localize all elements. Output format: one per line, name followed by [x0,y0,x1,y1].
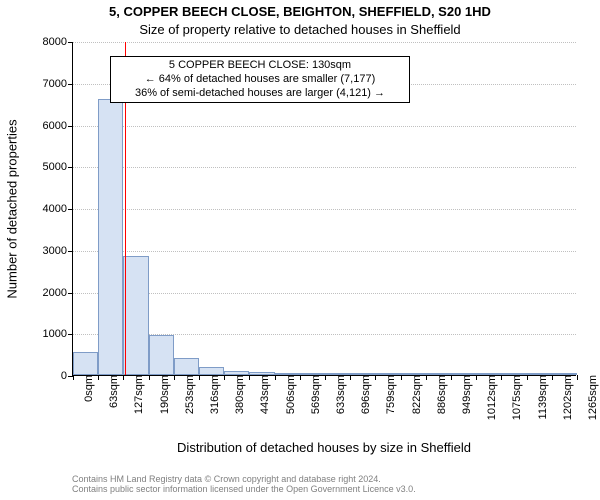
x-tick-label: 63sqm [98,375,120,408]
chart-container: 5, COPPER BEECH CLOSE, BEIGHTON, SHEFFIE… [0,0,600,500]
x-tick-label: 1139sqm [527,375,549,419]
annotation-line: ← 64% of detached houses are smaller (7,… [117,73,403,87]
annotation-line: 5 COPPER BEECH CLOSE: 130sqm [117,59,403,73]
x-tick-label: 190sqm [149,375,171,414]
x-tick-label: 822sqm [401,375,423,414]
footer-text: Contains HM Land Registry data © Crown c… [72,474,416,494]
chart-title: 5, COPPER BEECH CLOSE, BEIGHTON, SHEFFIE… [0,4,600,19]
x-tick-label: 633sqm [325,375,347,414]
x-tick-label: 569sqm [300,375,322,414]
x-tick-label: 316sqm [199,375,221,414]
histogram-bar [174,358,199,375]
annotation-box: 5 COPPER BEECH CLOSE: 130sqm ← 64% of de… [110,56,410,103]
x-tick-label: 949sqm [451,375,473,414]
y-tick-label: 6000 [43,120,73,132]
y-tick-label: 1000 [43,328,73,340]
histogram-bar [98,99,123,375]
y-tick-label: 2000 [43,287,73,299]
chart-subtitle: Size of property relative to detached ho… [0,22,600,37]
histogram-bar [199,367,224,375]
histogram-bar [73,352,98,375]
y-tick-label: 3000 [43,245,73,257]
x-tick-label: 443sqm [249,375,271,414]
x-tick-label: 1265sqm [577,375,599,420]
x-tick-label: 886sqm [426,375,448,414]
x-tick-label: 0sqm [73,375,95,402]
x-tick-label: 1075sqm [501,375,523,420]
x-tick-label: 506sqm [275,375,297,414]
x-tick-label: 1202sqm [552,375,574,420]
x-tick-label: 1012sqm [476,375,498,420]
x-tick-label: 696sqm [350,375,372,414]
histogram-bar [123,256,148,375]
y-gridline [73,251,576,252]
y-gridline [73,209,576,210]
y-tick-label: 4000 [43,203,73,215]
y-tick-label: 0 [61,370,73,382]
histogram-bar [149,335,174,375]
y-axis-label: Number of detached properties [5,119,20,298]
y-gridline [73,167,576,168]
footer-line: Contains HM Land Registry data © Crown c… [72,474,416,484]
x-axis-label: Distribution of detached houses by size … [72,440,576,455]
y-gridline [73,126,576,127]
x-tick-label: 759sqm [375,375,397,414]
y-tick-label: 5000 [43,161,73,173]
x-tick-label: 253sqm [174,375,196,414]
annotation-line: 36% of semi-detached houses are larger (… [117,87,403,101]
y-gridline [73,42,576,43]
x-tick-label: 380sqm [224,375,246,414]
y-tick-label: 7000 [43,78,73,90]
y-tick-label: 8000 [43,36,73,48]
x-tick-label: 127sqm [123,375,145,414]
footer-line: Contains public sector information licen… [72,484,416,494]
